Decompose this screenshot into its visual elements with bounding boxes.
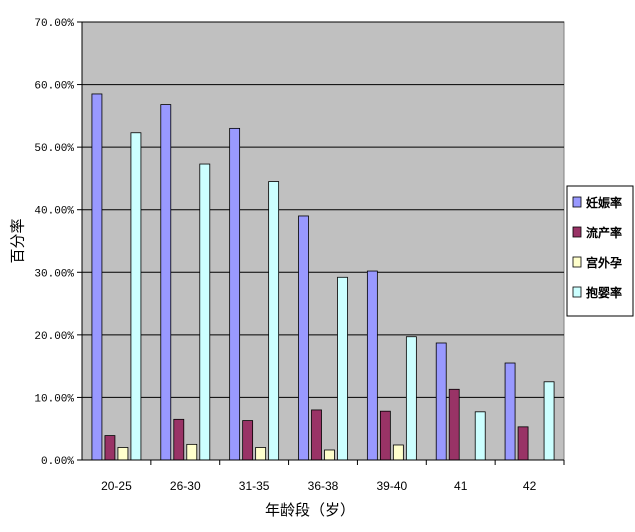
legend-swatch bbox=[572, 256, 582, 268]
bar-2-36-38 bbox=[311, 409, 322, 461]
y-axis-ticks: 0.00% 10.00% 20.00% 30.00% 40.00% 50.00% 60.00… bbox=[34, 18, 82, 468]
x-tick-label: 31-35 bbox=[239, 479, 270, 493]
bar-3-39-40 bbox=[392, 444, 404, 461]
x-tick-label: 41 bbox=[454, 479, 468, 493]
y-tick-label: 50.00% bbox=[34, 143, 74, 155]
bar-4-42 bbox=[543, 381, 555, 461]
y-tick-label: 0.00% bbox=[41, 456, 74, 468]
bar-1-20-25 bbox=[91, 93, 103, 461]
plot-area bbox=[81, 21, 565, 461]
bar-1-36-38 bbox=[298, 215, 309, 461]
bar-3-31-35 bbox=[255, 447, 267, 461]
x-tick-label: 26-30 bbox=[170, 479, 201, 493]
bar-2-26-30 bbox=[173, 418, 185, 461]
bar-3-20-25 bbox=[117, 447, 129, 461]
legend-label: 流产率 bbox=[586, 225, 622, 240]
bar-2-39-40 bbox=[379, 410, 391, 461]
bar-4-31-35 bbox=[268, 181, 280, 461]
bar-1-41 bbox=[435, 342, 447, 461]
bar-3-36-38 bbox=[324, 449, 335, 461]
bar-2-31-35 bbox=[242, 420, 254, 461]
bar-3-26-30 bbox=[186, 443, 198, 461]
bar-4-20-25 bbox=[130, 132, 142, 461]
bar-4-39-40 bbox=[405, 336, 417, 461]
legend-label: 抱婴率 bbox=[586, 285, 622, 300]
x-axis-ticks: 20-25 26-30 31-35 36-38 39-40 41 42 bbox=[101, 460, 565, 493]
bar-1-42 bbox=[504, 362, 516, 461]
x-tick-label: 36-38 bbox=[308, 479, 339, 493]
bar-1-31-35 bbox=[229, 127, 241, 461]
legend-label: 妊娠率 bbox=[586, 195, 622, 210]
y-tick-label: 40.00% bbox=[34, 206, 74, 218]
legend-swatch bbox=[572, 226, 582, 238]
y-tick-label: 10.00% bbox=[34, 393, 74, 405]
x-tick-label: 39-40 bbox=[377, 479, 408, 493]
bar-4-26-30 bbox=[199, 163, 211, 461]
x-axis-title: 年龄段（岁） bbox=[265, 501, 355, 519]
y-tick-label: 60.00% bbox=[34, 81, 74, 93]
x-tick-label: 42 bbox=[523, 479, 537, 493]
y-axis-title: 百分率 bbox=[9, 218, 27, 263]
y-tick-label: 70.00% bbox=[34, 18, 74, 30]
bar-2-41 bbox=[448, 388, 460, 461]
bar-2-20-25 bbox=[104, 435, 116, 461]
bar-1-39-40 bbox=[366, 270, 378, 461]
bars bbox=[91, 93, 555, 461]
x-tick-label: 20-25 bbox=[101, 479, 132, 493]
legend-label: 宫外孕 bbox=[586, 255, 622, 270]
legend-swatch bbox=[572, 196, 582, 208]
bar-2-42 bbox=[517, 426, 529, 461]
bar-4-41 bbox=[474, 411, 486, 461]
legend-swatch bbox=[572, 286, 582, 298]
y-tick-label: 20.00% bbox=[34, 331, 74, 343]
bar-1-26-30 bbox=[160, 104, 172, 461]
y-tick-label: 30.00% bbox=[34, 268, 74, 280]
bar-4-36-38 bbox=[337, 276, 348, 461]
